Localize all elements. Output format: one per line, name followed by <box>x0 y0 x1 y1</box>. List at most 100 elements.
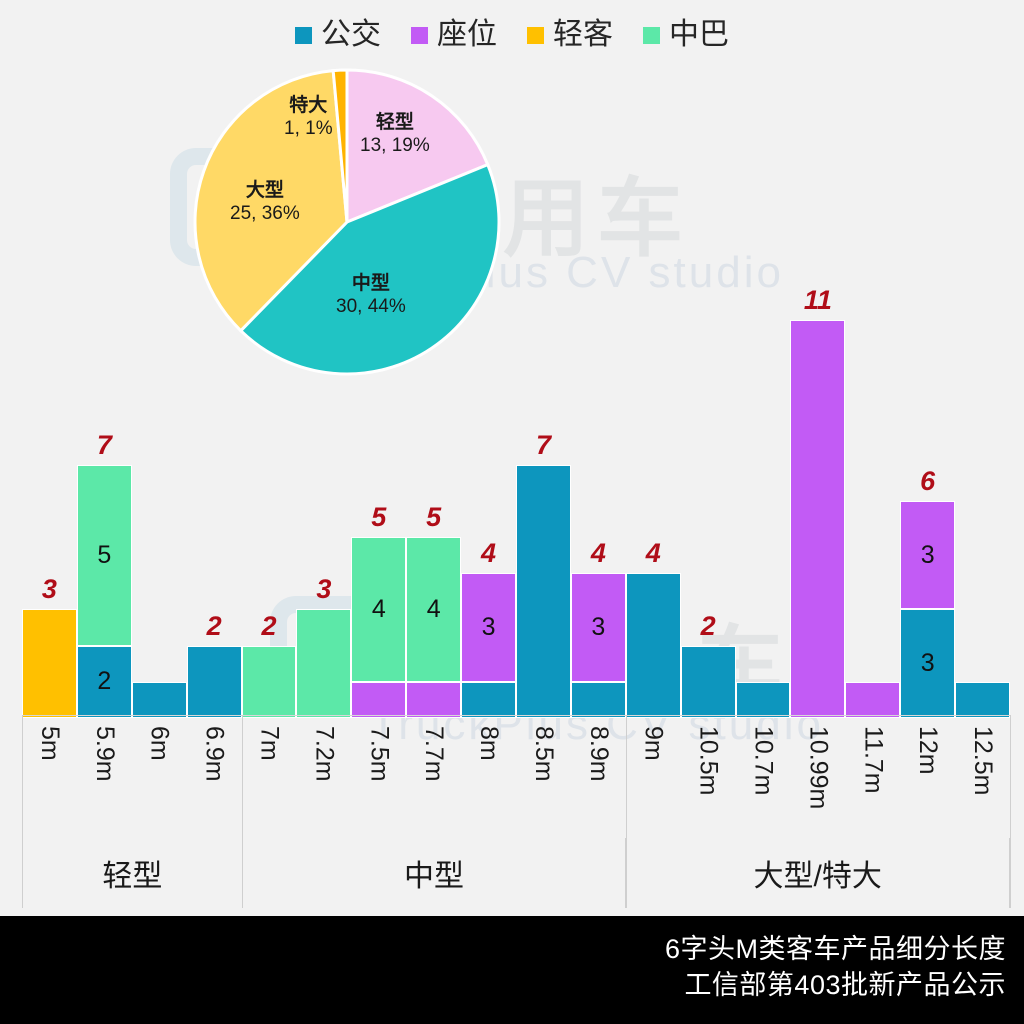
pie-slice-特大[interactable] <box>331 68 349 223</box>
bar-segment-中巴[interactable] <box>296 609 352 718</box>
bar-column-5.9m[interactable]: 7 5 2 <box>76 303 132 718</box>
pie-slice-大型[interactable] <box>193 68 349 333</box>
bar-segment-公交[interactable] <box>186 645 242 718</box>
pie-slice-轻型[interactable] <box>345 68 490 225</box>
x-tick-12.5m: 12.5m <box>955 716 1010 838</box>
x-tick-5m: 5m <box>22 716 77 838</box>
square-swatch-icon <box>295 26 312 44</box>
pie-label-medium-name: 中型 <box>351 273 390 294</box>
bar-column-9m[interactable]: 4 <box>625 303 681 718</box>
bar-column-7m[interactable]: 2 <box>241 303 297 718</box>
bar-segment-label: 5 <box>97 540 112 569</box>
bar-segment-座位[interactable] <box>351 681 407 718</box>
bar-segment-座位[interactable]: 3 <box>570 573 626 682</box>
bar-segment-label: 2 <box>97 667 112 696</box>
bar-segment-公交[interactable] <box>680 645 736 718</box>
bar-column-6m[interactable] <box>131 303 187 718</box>
bar-column-8.5m[interactable]: 7 <box>516 303 571 718</box>
bar-segment-中巴[interactable]: 4 <box>351 537 407 682</box>
bar-total-label: 4 <box>590 538 606 569</box>
title-line-1: 6字头M类客车产品细分长度 <box>664 934 1006 965</box>
bar-total-label: 7 <box>96 429 112 460</box>
bar-column-10.99m[interactable]: 11 <box>790 286 846 718</box>
x-tick-label: 7.2m <box>310 726 339 782</box>
bar-segment-公交[interactable] <box>955 681 1011 718</box>
x-tick-label: 11.7m <box>859 726 888 794</box>
bar-total-label: 4 <box>481 538 497 569</box>
bar-segment-公交[interactable]: 3 <box>900 609 956 718</box>
x-tick-label: 8m <box>475 726 504 761</box>
pie-label-light-name: 轻型 <box>375 112 414 133</box>
x-tick-label: 9m <box>639 726 668 761</box>
bar-segment-公交[interactable]: 2 <box>76 645 132 718</box>
bar-segment-座位[interactable] <box>406 681 462 718</box>
bar-segment-公交[interactable] <box>516 464 571 718</box>
x-tick-label: 7.7m <box>420 726 449 782</box>
bar-segment-轻客[interactable] <box>22 609 77 718</box>
pie-label-large: 大型 25, 36% <box>230 179 300 225</box>
bar-segment-公交[interactable] <box>131 681 187 718</box>
group-separator <box>1010 715 1011 908</box>
square-swatch-icon <box>527 26 544 44</box>
x-tick-10.99m: 10.99m <box>790 716 845 838</box>
bar-column-10.7m[interactable] <box>735 303 791 718</box>
legend-item-轻客[interactable]: 轻客 <box>527 20 613 50</box>
bar-segment-公交[interactable] <box>570 681 626 718</box>
x-axis-tick-labels: 5m 5.9m 6m 6.9m 7m 7.2m 7.5m 7.7m 8m 8.5m 8.9m 9m 10… <box>22 715 1010 838</box>
x-tick-7.2m: 7.2m <box>296 716 351 838</box>
legend-item-公交[interactable]: 公交 <box>295 20 381 50</box>
x-tick-5.9m: 5.9m <box>77 716 132 838</box>
group-label-text: 大型/特大 <box>753 860 882 893</box>
bar-segment-座位[interactable]: 3 <box>900 500 956 610</box>
bar-chart-plot-area: 3 7 5 2 2 2 3 5 4 5 4 4 3 7 4 3 4 2 11 6 3 3 <box>0 286 1024 718</box>
x-tick-8.9m: 8.9m <box>571 716 626 838</box>
bar-total-label: 3 <box>316 574 332 605</box>
x-tick-label: 7m <box>255 726 284 761</box>
bar-total-label: 6 <box>920 465 936 496</box>
pie-label-light: 轻型 13, 19% <box>360 111 430 157</box>
bar-segment-公交[interactable] <box>625 573 681 718</box>
x-tick-11.7m: 11.7m <box>845 716 900 838</box>
x-tick-8m: 8m <box>461 716 516 838</box>
bar-column-6.9m[interactable]: 2 <box>186 303 242 718</box>
pie-label-light-value: 13, 19% <box>360 135 430 157</box>
group-label-中型: 中型 <box>241 838 626 908</box>
x-tick-label: 6.9m <box>200 726 229 782</box>
x-tick-label: 6m <box>145 726 174 761</box>
bar-segment-中巴[interactable]: 4 <box>406 537 462 682</box>
bar-segment-座位[interactable] <box>790 319 846 718</box>
bar-segment-公交[interactable] <box>461 681 517 718</box>
group-label-text: 轻型 <box>102 860 163 893</box>
square-swatch-icon <box>411 26 428 44</box>
legend-item-中巴[interactable]: 中巴 <box>643 20 729 50</box>
x-tick-12m: 12m <box>900 716 955 838</box>
bar-total-label: 5 <box>426 502 442 532</box>
bar-segment-中巴[interactable] <box>241 645 297 718</box>
chart-legend: 公交 座位 轻客 中巴 <box>0 20 1024 50</box>
bar-column-5m[interactable]: 3 <box>22 303 77 718</box>
bar-column-7.2m[interactable]: 3 <box>296 303 352 718</box>
square-swatch-icon <box>643 26 660 44</box>
bar-segment-中巴[interactable]: 5 <box>76 464 132 646</box>
bar-segment-座位[interactable]: 3 <box>461 573 517 682</box>
bar-column-12.5m[interactable] <box>955 303 1011 718</box>
bar-segment-label: 3 <box>591 613 606 642</box>
bar-column-11.7m[interactable] <box>845 303 901 718</box>
pie-label-large-name: 大型 <box>245 180 284 201</box>
x-tick-7.5m: 7.5m <box>351 716 406 838</box>
bar-total-label: 7 <box>535 429 551 460</box>
pie-chart-svg <box>193 68 501 376</box>
bar-segment-座位[interactable] <box>845 681 901 718</box>
bar-total-label: 5 <box>371 502 387 532</box>
bar-segment-公交[interactable] <box>735 681 791 718</box>
bar-segment-label: 4 <box>371 594 386 623</box>
bar-column-12m[interactable]: 6 3 3 <box>900 303 956 718</box>
legend-item-座位[interactable]: 座位 <box>411 20 497 50</box>
pie-slice-中型[interactable] <box>238 162 501 376</box>
x-axis-group-labels: 轻型 中型 大型/特大 <box>22 838 1011 908</box>
bar-column-10.5m[interactable]: 2 <box>680 303 736 718</box>
